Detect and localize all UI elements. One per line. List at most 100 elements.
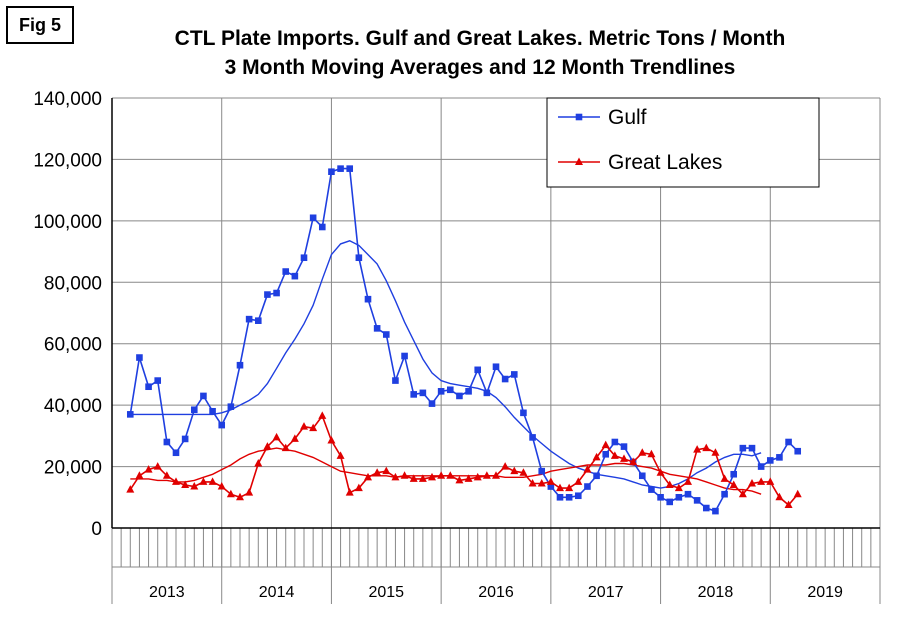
data-point-great-lakes [391,472,400,481]
data-point-great-lakes [208,477,217,485]
data-point-gulf [264,291,271,298]
data-point-great-lakes [629,457,638,465]
figure-label: Fig 5 [6,6,74,44]
trendlines [130,240,762,495]
data-point-gulf [346,165,354,172]
data-point-great-lakes [766,477,775,485]
data-point-great-lakes [345,488,354,496]
data-point-great-lakes [519,468,528,476]
data-point-great-lakes [126,485,135,493]
data-point-gulf [318,223,326,231]
chart-title: CTL Plate Imports. Gulf and Great Lakes.… [174,27,786,50]
data-point-great-lakes [162,471,171,479]
data-point-gulf [145,383,152,391]
data-point-gulf [693,497,701,504]
data-point-gulf [684,490,692,498]
data-point-gulf [446,386,454,394]
data-point-great-lakes [409,474,418,482]
data-point-great-lakes [153,462,162,470]
gridlines [111,97,881,604]
data-point-gulf [739,444,747,452]
data-point-great-lakes [674,483,683,492]
data-point-great-lakes [290,434,299,442]
data-point-gulf [794,447,802,455]
data-point-gulf [721,490,728,498]
data-point-gulf [785,438,792,446]
data-point-great-lakes [245,488,254,496]
data-point-great-lakes [400,471,409,479]
data-point-great-lakes [281,443,290,452]
data-point-great-lakes [135,471,144,479]
data-point-great-lakes [546,477,555,485]
data-point-gulf [730,470,738,478]
data-point-great-lakes [464,474,473,482]
data-point-great-lakes [309,423,318,432]
data-point-gulf [172,449,180,457]
data-point-gulf [556,493,564,501]
data-point-gulf [300,254,308,262]
data-point-gulf [154,377,162,384]
data-point-gulf [657,493,664,501]
data-point-gulf [666,498,674,506]
y-tick-label: 80,000 [44,273,102,294]
data-point-great-lakes [300,422,308,430]
data-point-great-lakes [418,474,427,482]
axes: 0 20,000 40,000 60,000 80,000 100,000 120,000 1… [33,89,881,601]
data-point-great-lakes [620,454,628,462]
y-tick-label: 120,000 [33,150,102,171]
data-point-gulf [273,289,280,297]
data-point-great-lakes [711,448,720,456]
data-point-gulf [483,389,491,397]
data-point-gulf [209,407,216,415]
data-point-great-lakes [354,483,363,492]
data-point-great-lakes [455,475,464,484]
data-point-gulf [648,486,655,493]
data-point-gulf [766,457,774,464]
data-point-great-lakes [327,435,336,444]
data-point-gulf [236,361,244,369]
legend-label-gulf: Gulf [608,106,647,129]
data-point-gulf [611,438,619,446]
trendline-gulf [130,240,762,489]
data-point-gulf [309,214,317,222]
data-point-great-lakes [199,477,208,485]
data-point-great-lakes [144,465,153,473]
data-point-gulf [437,388,445,395]
data-point-gulf [757,463,765,470]
data-point-great-lakes [784,500,793,508]
data-point-gulf [245,315,253,323]
year-label: 2018 [698,584,734,601]
data-point-great-lakes [647,449,656,458]
data-point-great-lakes [336,451,345,459]
data-point-gulf [382,331,390,338]
data-point-great-lakes [217,482,226,490]
data-point-gulf [748,444,756,452]
data-point-great-lakes [583,465,592,473]
data-point-gulf [520,409,527,417]
data-point-great-lakes [236,492,244,501]
data-point-great-lakes [254,459,263,467]
data-point-great-lakes [665,480,674,488]
data-point-great-lakes [373,468,382,476]
data-point-gulf [328,168,335,176]
data-point-great-lakes [510,466,519,475]
data-point-gulf [181,435,189,443]
data-point-great-lakes [482,471,491,479]
data-point-gulf [200,392,207,400]
data-point-gulf [776,454,783,461]
year-label: 2017 [588,584,624,601]
legend-marker-great-lakes [575,157,583,165]
data-point-gulf [565,493,573,501]
data-point-great-lakes [364,472,372,481]
data-point-great-lakes [748,478,756,487]
data-point-great-lakes [492,471,500,479]
data-point-great-lakes [528,478,537,487]
data-point-great-lakes [729,480,738,488]
data-point-great-lakes [226,489,235,498]
data-point-gulf [574,492,582,500]
data-point-gulf [465,388,472,395]
year-label: 2014 [259,584,295,601]
data-point-gulf [474,366,482,374]
data-point-great-lakes [318,411,327,419]
year-label: 2015 [368,584,404,601]
